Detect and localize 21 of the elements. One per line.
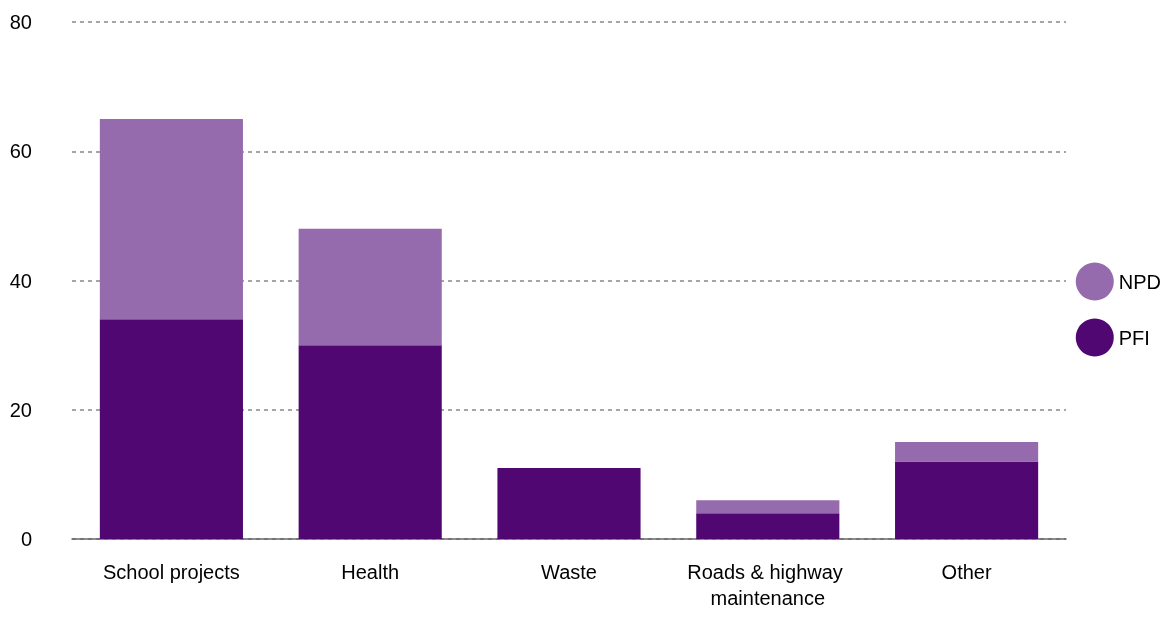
bar bbox=[895, 461, 1039, 539]
bar bbox=[497, 467, 641, 539]
x-tick-label: Health bbox=[341, 561, 400, 583]
bar bbox=[895, 442, 1039, 462]
y-tick-label: 80 bbox=[9, 11, 32, 33]
x-tick-label: Roads & highway maintenance bbox=[687, 561, 849, 609]
y-tick-label: 60 bbox=[9, 140, 32, 163]
legend-label: PFI bbox=[1118, 326, 1150, 349]
bar bbox=[696, 500, 840, 514]
bar bbox=[298, 228, 442, 346]
y-tick-label: 0 bbox=[20, 528, 32, 550]
bar bbox=[99, 118, 243, 320]
bar bbox=[696, 513, 840, 539]
bar bbox=[99, 319, 243, 539]
x-tick-label: Waste bbox=[541, 561, 597, 583]
y-tick-label: 40 bbox=[9, 269, 32, 292]
x-tick-label: School projects bbox=[103, 561, 240, 583]
y-tick-label: 20 bbox=[9, 398, 32, 421]
legend-label: NPD bbox=[1118, 270, 1162, 293]
bar bbox=[298, 345, 442, 539]
x-tick-label: Other bbox=[941, 561, 992, 583]
